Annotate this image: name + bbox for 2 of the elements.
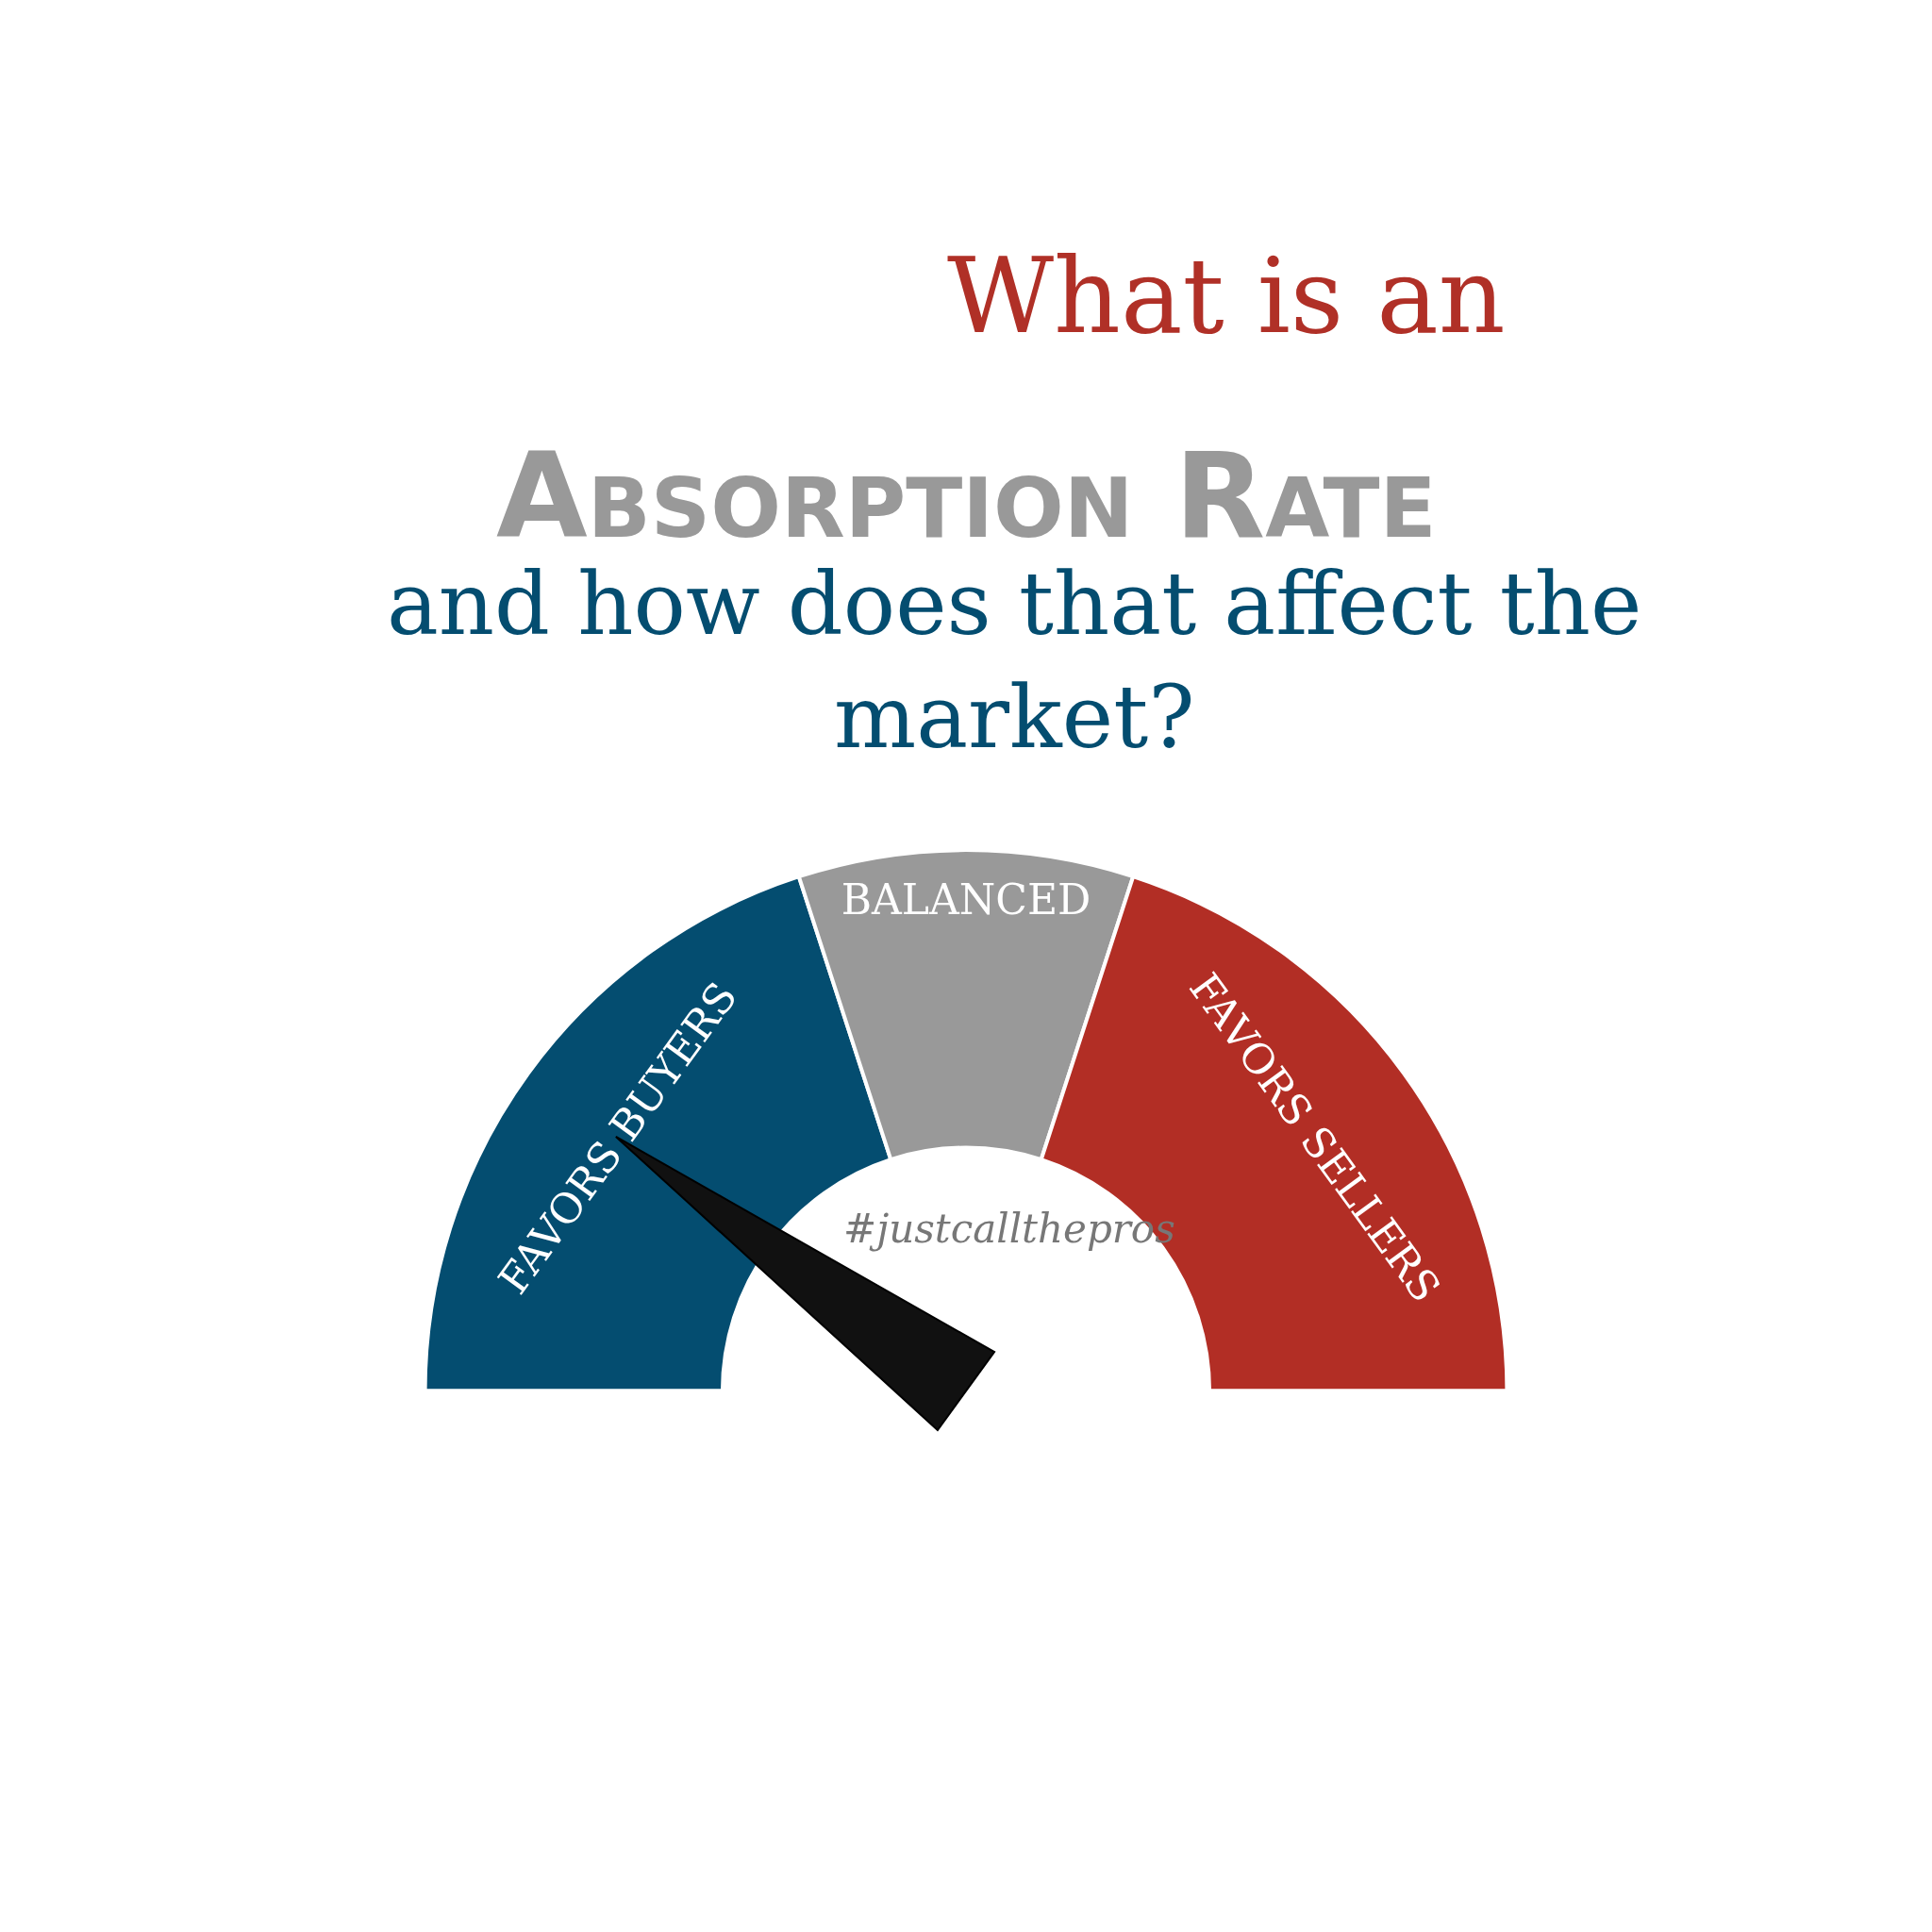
slice-label: BALANCED bbox=[841, 875, 1091, 924]
chart-title: What is an bbox=[947, 236, 1506, 357]
